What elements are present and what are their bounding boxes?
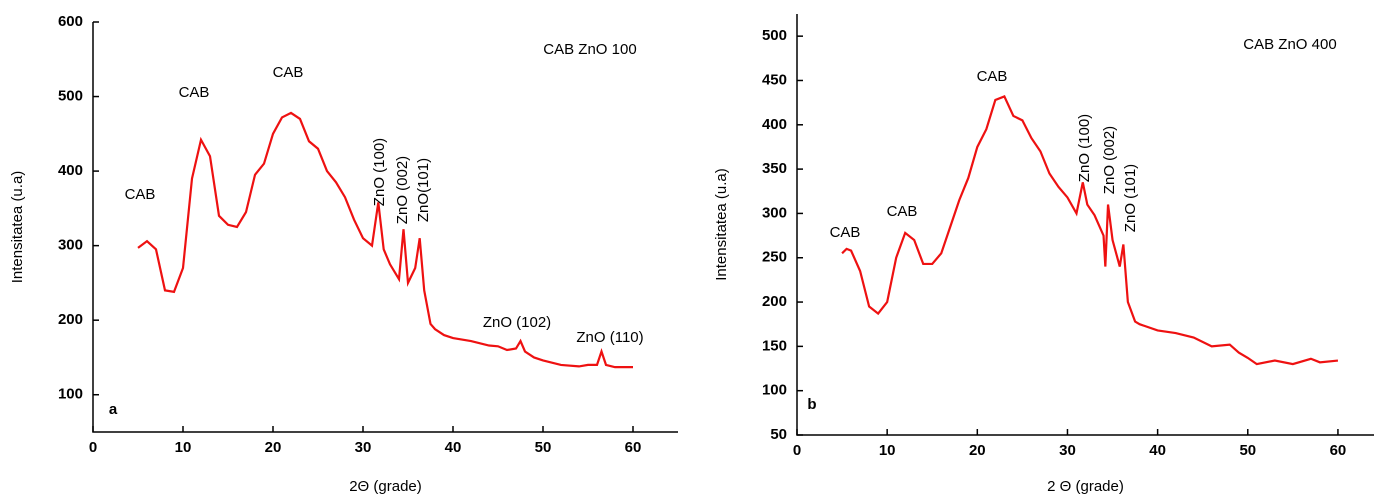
y-tick-label: 400 <box>762 116 787 133</box>
x-tick-label: 50 <box>1239 442 1256 459</box>
x-tick-label: 10 <box>175 439 192 456</box>
annotation: ZnO (100) <box>371 138 388 206</box>
y-tick-label: 600 <box>58 13 83 30</box>
y-tick-label: 100 <box>762 382 787 399</box>
x-tick-label: 40 <box>1149 442 1166 459</box>
x-tick-label: 40 <box>445 439 462 456</box>
data-line <box>841 95 1339 366</box>
annotation: ZnO (101) <box>1122 164 1139 232</box>
y-tick-label: 350 <box>762 160 787 177</box>
y-tick-label: 500 <box>58 88 83 105</box>
x-tick-label: 60 <box>625 439 642 456</box>
y-tick-label: 450 <box>762 71 787 88</box>
annotation: CAB ZnO 400 <box>1243 36 1336 53</box>
annotation: ZnO(101) <box>415 158 432 222</box>
annotation: ZnO (100) <box>1076 114 1093 182</box>
annotation: b <box>807 396 816 413</box>
annotation: CAB <box>179 84 210 101</box>
y-tick-label: 200 <box>58 311 83 328</box>
x-tick-label: 20 <box>969 442 986 459</box>
y-axis-label: Intensitatea (u.a) <box>713 168 730 281</box>
x-tick-label: 30 <box>355 439 372 456</box>
x-axis-label: 2Θ (grade) <box>349 478 422 495</box>
annotation: CAB <box>977 68 1008 85</box>
x-tick-label: 20 <box>265 439 282 456</box>
annotation: CAB <box>887 203 918 220</box>
annotation: ZnO (110) <box>576 329 643 346</box>
annotation: CAB <box>830 224 861 241</box>
annotation: ZnO (002) <box>1101 126 1118 194</box>
x-tick-label: 30 <box>1059 442 1076 459</box>
annotation: CAB <box>273 64 304 81</box>
annotation: CAB <box>125 186 156 203</box>
y-axis-label: Intensitatea (u.a) <box>9 171 26 284</box>
y-tick-label: 300 <box>58 237 83 254</box>
y-tick-label: 300 <box>762 204 787 221</box>
data-line <box>137 111 633 369</box>
x-tick-label: 0 <box>89 439 97 456</box>
y-tick-label: 100 <box>58 386 83 403</box>
y-tick-label: 500 <box>762 27 787 44</box>
x-tick-label: 60 <box>1330 442 1347 459</box>
y-tick-label: 400 <box>58 162 83 179</box>
x-axis-label: 2 Θ (grade) <box>1047 478 1124 495</box>
x-tick-label: 0 <box>793 442 801 459</box>
y-tick-label: 250 <box>762 249 787 266</box>
annotation: CAB ZnO 100 <box>543 41 636 58</box>
y-tick-label: 150 <box>762 337 787 354</box>
annotation: ZnO (002) <box>394 156 411 224</box>
y-tick-label: 200 <box>762 293 787 310</box>
annotation: ZnO (102) <box>483 314 551 331</box>
y-tick-label: 50 <box>770 426 787 443</box>
x-tick-label: 10 <box>879 442 896 459</box>
x-tick-label: 50 <box>535 439 552 456</box>
axes <box>796 14 1374 436</box>
annotation: a <box>109 401 118 418</box>
